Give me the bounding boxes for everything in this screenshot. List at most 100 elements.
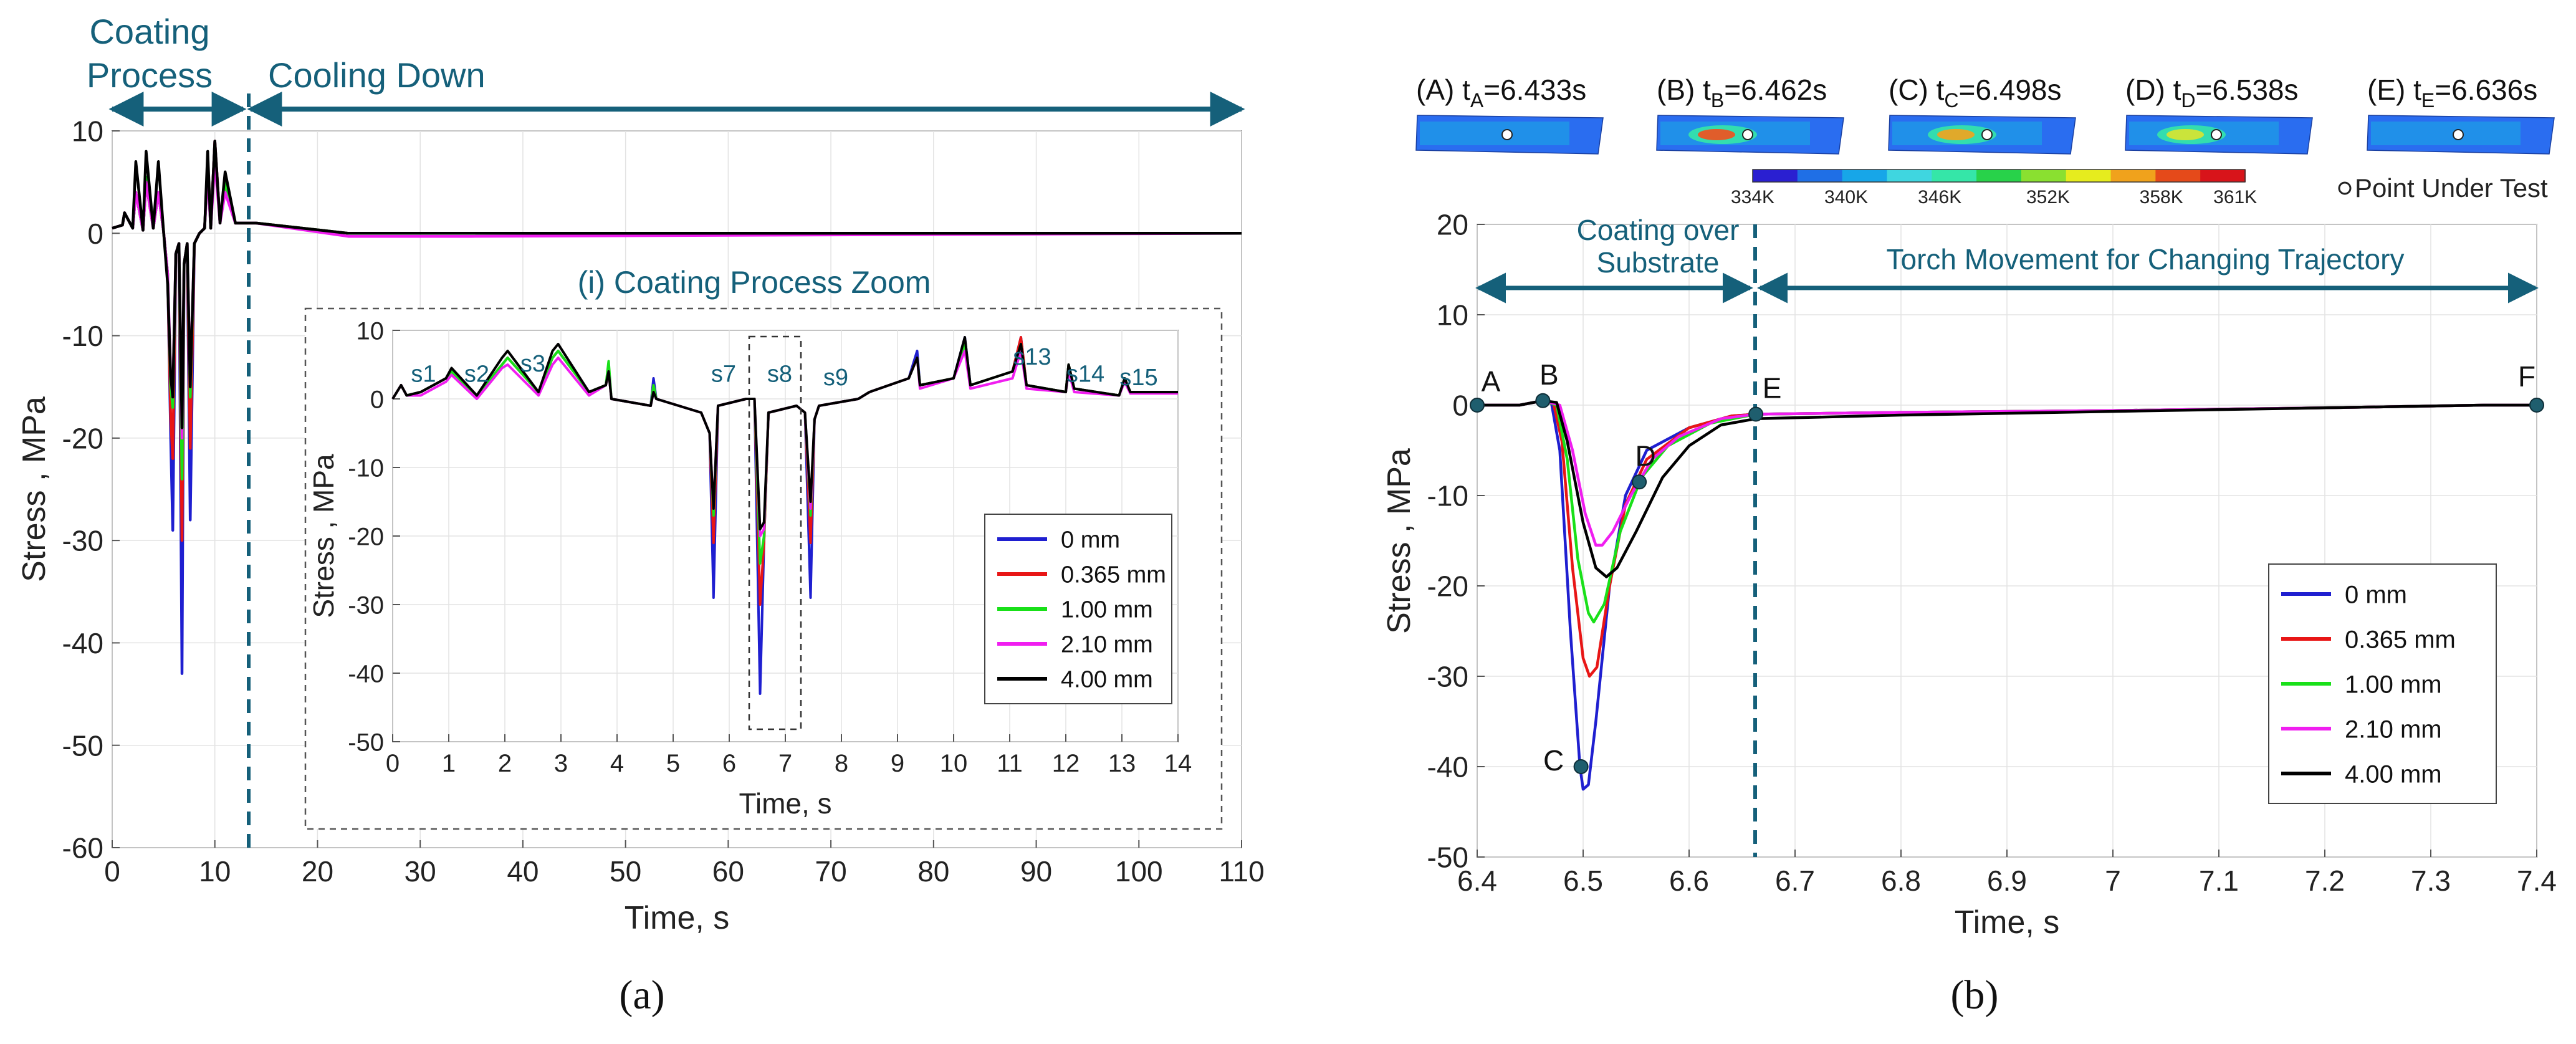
- inset-ytick-label: -30: [348, 591, 384, 619]
- segment-label-s9: s9: [823, 365, 848, 391]
- panel-a-caption-label: (a): [619, 972, 664, 1018]
- panel-a-ytick-label: -60: [62, 832, 103, 864]
- thumbnail-caption-value: =6.538s: [2196, 74, 2299, 106]
- legend-b: 0 mm 0.365 mm 1.00 mm 2.10 mm 4.00 mm: [2268, 563, 2497, 804]
- colorbar-tick-label: 352K: [2026, 187, 2070, 208]
- segment-label-s15: s15: [1119, 365, 1157, 391]
- panel-a-xtick-label: 60: [712, 855, 744, 888]
- colorbar-frame: [1752, 169, 2246, 183]
- panel-b-xtick-label: 6.9: [1987, 864, 2027, 897]
- point-b-label: B: [1539, 358, 1559, 391]
- legend-a: 0 mm 0.365 mm 1.00 mm 2.10 mm 4.00 mm: [984, 514, 1172, 704]
- inset-series-4-00-mm: [391, 336, 1178, 530]
- panel-a-ytick-label: -10: [62, 320, 103, 352]
- point-c-label: C: [1543, 744, 1564, 777]
- panel-b-caption-label: (b): [1951, 972, 1999, 1018]
- annot-cooling-down: Cooling Down: [268, 55, 486, 95]
- legend-label: 1.00 mm: [2345, 671, 2442, 698]
- colorbar-segment: [2110, 170, 2157, 182]
- inset-xtick-label: 13: [1108, 750, 1136, 777]
- inset-ytick-label: 0: [370, 386, 384, 413]
- panel-a-xtick-label: 100: [1115, 855, 1163, 888]
- segment-label-s1: s1: [411, 362, 436, 388]
- panel-b-xtick-label: 7.3: [2411, 864, 2451, 897]
- thumbnail-caption-sub: C: [1944, 89, 1958, 112]
- panel-b-xtick-label: 6.7: [1775, 864, 1815, 897]
- panel-b-ytick-label: -40: [1427, 751, 1468, 783]
- legend-label: 0.365 mm: [1061, 562, 1166, 588]
- thumbnail-caption-prefix: (E) t: [2367, 74, 2421, 106]
- panel-b-xtick-label: 6.4: [1457, 864, 1497, 897]
- panel-a-lines: [112, 140, 1242, 675]
- segment-label-s14: s14: [1066, 362, 1104, 388]
- thumbnail-test-point: [1981, 129, 1993, 140]
- inset-xtick-label: 4: [610, 750, 624, 777]
- thumbnail-hotspot-inner: [1937, 129, 1975, 140]
- thumbnail-test-point: [1501, 129, 1513, 140]
- panel-b-xtick-label: 6.8: [1881, 864, 1921, 897]
- point-a-marker: [1470, 398, 1485, 413]
- panel-a-ytick-label: -50: [62, 729, 103, 762]
- colorbar-segment: [2021, 170, 2067, 182]
- thumbnail-hotspot-inner: [1698, 129, 1735, 140]
- panel-b-points: A B C D E F: [1470, 358, 2544, 777]
- point-under-test-label: Point Under Test: [2355, 173, 2548, 203]
- inset-ytick-label: -40: [348, 660, 384, 687]
- inset-xtick-label: 1: [442, 750, 456, 777]
- thumbnail-test-point: [2453, 129, 2464, 140]
- colorbar-segment: [1797, 170, 1843, 182]
- panel-a-xtick-label: 50: [610, 855, 641, 888]
- colorbar-segment: [1887, 170, 1933, 182]
- inset-xtick-label: 3: [554, 750, 568, 777]
- annot-coating-over: Coating over: [1577, 214, 1740, 246]
- panel-b-xlabel: Time, s: [1955, 904, 2060, 941]
- point-e-marker: [1748, 406, 1764, 422]
- thumbnail-caption-value: =6.498s: [1959, 74, 2062, 106]
- inset-ylabel: Stress , MPa: [307, 454, 340, 618]
- thumbnail-caption-sub: A: [1470, 89, 1484, 112]
- legend-label: 0.365 mm: [2345, 626, 2456, 653]
- inset-lines: [391, 336, 1178, 695]
- inset-ytick-label: -10: [348, 454, 384, 482]
- colorbar-segment: [1932, 170, 1978, 182]
- thumbnail-caption: (A) tA=6.433s: [1416, 74, 1586, 112]
- segment-label-s7: s7: [711, 362, 736, 388]
- thumbnail-hotspot-inner: [2167, 129, 2204, 140]
- panel-a-xtick-label: 90: [1020, 855, 1052, 888]
- colorbar-segment: [2066, 170, 2112, 182]
- thumbnail-caption-prefix: (B) t: [1657, 74, 1711, 106]
- inset-xtick-label: 2: [498, 750, 512, 777]
- panel-b-lines: [1477, 399, 2537, 791]
- thumbnail-caption-sub: B: [1711, 89, 1724, 112]
- annot-torch-movement: Torch Movement for Changing Trajectory: [1887, 243, 2405, 275]
- colorbar-tick-label: 361K: [2213, 187, 2257, 208]
- inset-xlabel: Time, s: [739, 787, 831, 820]
- panel-b-xtick-label: 7.1: [2199, 864, 2239, 897]
- panel-a-ytick-label: -40: [62, 627, 103, 659]
- panel-b-ytick-label: -30: [1427, 661, 1468, 693]
- thumbnail-caption-prefix: (A) t: [1416, 74, 1470, 106]
- legend-label: 4.00 mm: [2345, 760, 2442, 788]
- panel-a: 0 10 20 30 40 50 60 70 80 90 100 110100-10-20-30-40…: [16, 12, 1265, 1018]
- thumbnail-caption: (D) tD=6.538s: [2125, 74, 2299, 112]
- thumbnail-caption: (B) tB=6.462s: [1657, 74, 1827, 112]
- point-a-label: A: [1482, 365, 1501, 398]
- colorbar-tick-label: 358K: [2140, 187, 2183, 208]
- panel-a-xtick-label: 110: [1219, 855, 1264, 888]
- panel-b-ytick-label: -20: [1427, 570, 1468, 603]
- panel-a-xtick-label: 30: [405, 855, 436, 888]
- annot-substrate: Substrate: [1597, 246, 1720, 279]
- panel-a-xtick-label: 20: [302, 855, 333, 888]
- panel-a-xlabel: Time, s: [625, 900, 730, 936]
- panel-b-ytick-label: 20: [1437, 209, 1468, 241]
- point-e-label: E: [1763, 372, 1782, 405]
- thumbnail-band: [1420, 122, 1569, 145]
- segment-label-s3: s3: [520, 351, 545, 377]
- thumbnail-caption: (C) tC=6.498s: [1889, 74, 2062, 112]
- panel-b: (A) tA=6.433s (B) tB=6.462s (C) tC=6.498s (…: [1381, 74, 2557, 1018]
- panel-a-xtick-label: 70: [815, 855, 847, 888]
- inset-xtick-label: 8: [835, 750, 848, 777]
- panel-a-ytick-label: -30: [62, 525, 103, 557]
